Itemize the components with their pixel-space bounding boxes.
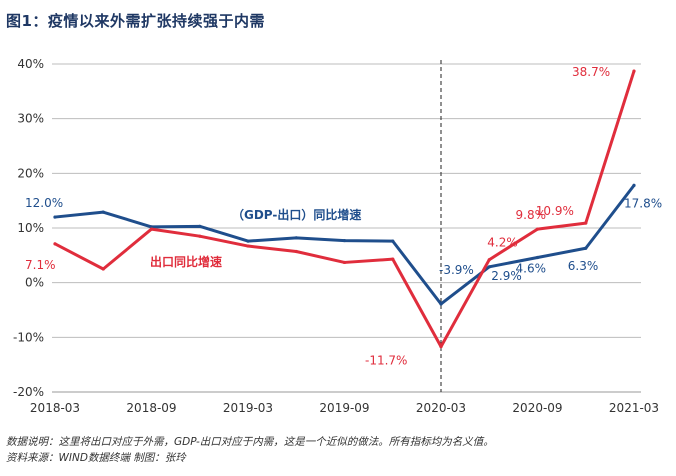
data-point-export (149, 227, 154, 231)
data-point-gdp-minus-export (294, 236, 298, 240)
data-point-export (53, 242, 57, 246)
data-label: 12.0% (25, 196, 63, 210)
data-point-gdp-minus-export (632, 183, 636, 187)
data-point-export (294, 249, 298, 254)
data-point-export (632, 69, 636, 73)
x-tick-label: 2018-09 (126, 401, 176, 415)
data-source-note: 资料来源：WIND数据终端 制图：张玲 (6, 452, 186, 464)
data-label: -11.7% (365, 354, 407, 368)
data-point-gdp-minus-export (101, 210, 105, 214)
x-tick-label: 2019-03 (223, 401, 273, 415)
chart-title: 图1：疫情以来外需扩张持续强于内需 (6, 12, 265, 30)
data-label: 10.9% (536, 204, 574, 218)
data-label: 38.7% (572, 65, 610, 79)
y-tick-label: 30% (17, 112, 44, 126)
x-tick-label: 2018-03 (30, 401, 80, 415)
data-point-gdp-minus-export (584, 246, 588, 250)
data-point-gdp-minus-export (53, 215, 57, 219)
y-tick-label: -20% (13, 385, 44, 399)
data-label: 2.9% (491, 269, 522, 283)
data-label: 7.1% (25, 258, 56, 272)
x-tick-label: 2019-09 (319, 401, 369, 415)
data-point-export (246, 244, 250, 248)
data-point-gdp-minus-export (198, 224, 202, 228)
x-tick-label: 2020-03 (416, 401, 466, 415)
data-point-export (584, 221, 588, 225)
y-tick-label: 10% (17, 221, 44, 235)
x-tick-label: 2021-03 (609, 401, 659, 415)
y-tick-label: 40% (17, 57, 44, 71)
y-tick-label: 0% (25, 276, 44, 290)
data-point-export (535, 227, 540, 231)
data-label: 4.2% (487, 236, 518, 250)
data-point-gdp-minus-export (342, 238, 347, 243)
data-point-export (101, 267, 105, 271)
data-point-export (342, 260, 347, 265)
data-point-gdp-minus-export (535, 255, 540, 260)
data-point-export (439, 345, 443, 349)
data-point-export (391, 257, 395, 261)
data-explanation-note: 数据说明：这里将出口对应于外需，GDP-出口对应于内需，这是一个近似的做法。所有… (6, 436, 494, 448)
x-tick-label: 2020-09 (512, 401, 562, 415)
data-label: -3.9% (439, 263, 474, 277)
series-label-gdp-minus-export: （GDP-出口）同比增速 (232, 207, 361, 222)
data-label: 17.8% (624, 196, 662, 210)
data-label: 9.8% (516, 208, 547, 222)
series-label-export: 出口同比增速 (150, 254, 222, 269)
data-point-gdp-minus-export (439, 302, 443, 306)
data-label: 4.6% (516, 262, 547, 276)
y-tick-label: -10% (13, 330, 44, 344)
data-point-gdp-minus-export (487, 265, 491, 269)
data-point-export (487, 258, 491, 262)
data-point-export (198, 234, 202, 238)
data-point-gdp-minus-export (391, 239, 395, 243)
data-label: 6.3% (568, 259, 599, 273)
y-tick-label: 20% (17, 166, 44, 180)
data-point-gdp-minus-export (246, 239, 250, 243)
